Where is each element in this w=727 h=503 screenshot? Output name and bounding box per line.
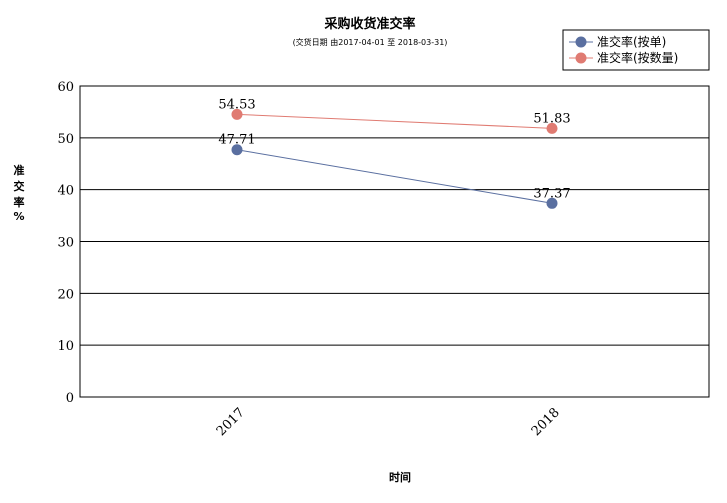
x-axis-title: 时间	[389, 470, 411, 484]
y-tick-label: 60	[57, 80, 74, 95]
y-axis-title-char-3: 率	[14, 195, 25, 209]
y-axis-title-char-2: 交	[14, 179, 25, 193]
plot-area	[79, 85, 710, 398]
data-label: 47.71	[218, 133, 255, 148]
x-tick-label: 2018	[529, 405, 563, 439]
y-axis-title: 准 交 率 %	[13, 163, 24, 223]
data-point	[231, 108, 243, 120]
data-point	[546, 122, 558, 134]
chart-subtitle: (交货日期 由2017-04-01 至 2018-03-31)	[293, 37, 448, 47]
y-tick-label: 0	[66, 391, 74, 406]
data-label: 51.83	[533, 111, 570, 126]
y-axis-title-char-4: %	[13, 210, 24, 223]
legend-label: 准交率(按单)	[597, 34, 666, 49]
x-tick-label: 2017	[214, 405, 248, 439]
data-point	[546, 197, 558, 209]
legend-marker	[575, 36, 587, 48]
y-tick-label: 40	[57, 184, 74, 199]
y-tick-label: 50	[57, 132, 74, 147]
y-tick-label: 30	[57, 236, 74, 251]
data-label: 37.37	[533, 186, 570, 201]
series-line	[236, 149, 553, 204]
data-label: 54.53	[218, 97, 255, 112]
legend-marker	[575, 52, 587, 64]
chart-title: 采购收货准交率	[323, 16, 415, 32]
series-line	[236, 113, 553, 129]
legend-box	[562, 29, 710, 71]
legend: 准交率(按单)准交率(按数量)	[562, 29, 710, 71]
legend-label: 准交率(按数量)	[597, 50, 678, 65]
y-tick-label: 10	[57, 339, 74, 354]
y-tick-label: 20	[57, 287, 74, 302]
data-point	[231, 144, 243, 156]
y-axis-title-char-1: 准	[14, 163, 25, 177]
